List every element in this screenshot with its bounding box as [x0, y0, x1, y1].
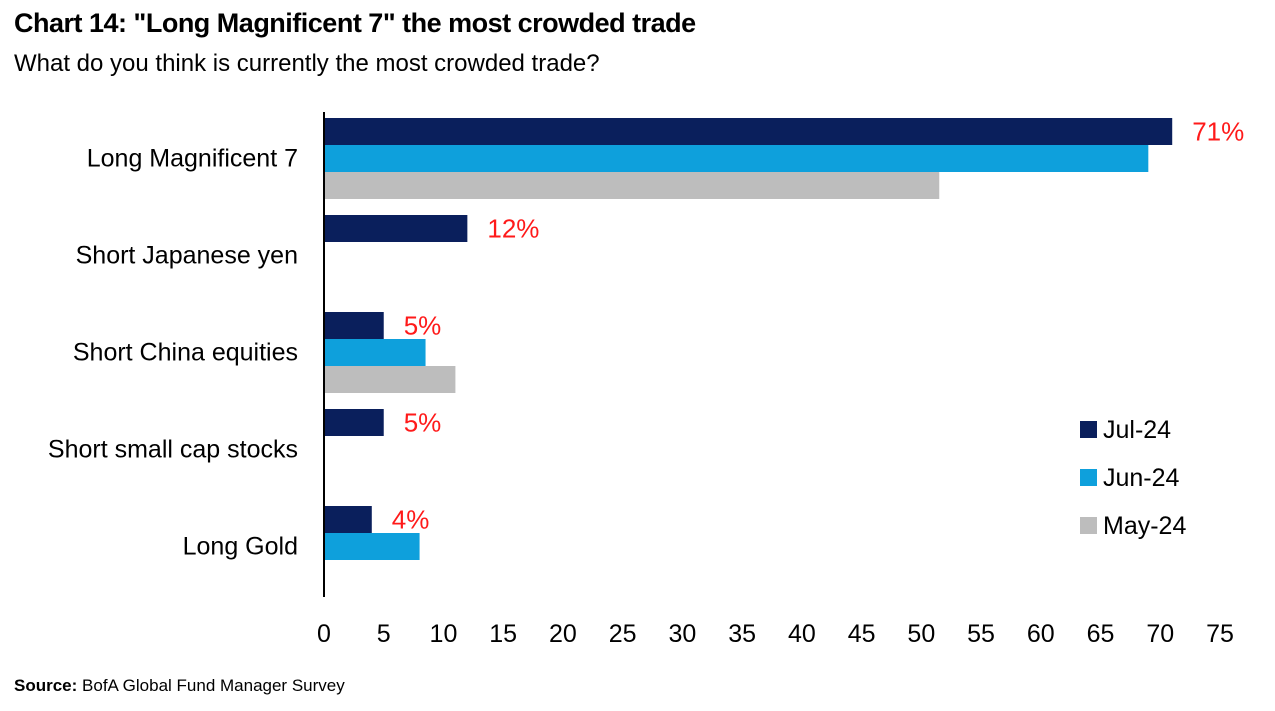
bar-long-gold-jun-24	[324, 533, 420, 560]
category-label-short-small-cap-stocks: Short small cap stocks	[48, 436, 298, 464]
x-tick-label-55: 55	[967, 620, 995, 648]
bar-short-china-equities-jun-24	[324, 339, 426, 366]
category-label-long-magnificent-7: Long Magnificent 7	[87, 145, 298, 173]
legend-swatch-jun-24	[1080, 469, 1097, 486]
legend-swatch-may-24	[1080, 517, 1097, 534]
x-tick-label-60: 60	[1027, 620, 1055, 648]
bar-long-magnificent-7-jul-24	[324, 118, 1173, 145]
legend-label-jul-24: Jul-24	[1103, 416, 1171, 444]
x-tick-label-15: 15	[489, 620, 517, 648]
x-tick-label-30: 30	[668, 620, 696, 648]
category-label-short-japanese-yen: Short Japanese yen	[76, 242, 298, 270]
data-label-short-japanese-yen: 12%	[487, 214, 539, 244]
x-tick-label-70: 70	[1146, 620, 1174, 648]
x-tick-label-65: 65	[1087, 620, 1115, 648]
bar-short-china-equities-may-24	[324, 366, 456, 393]
legend-label-may-24: May-24	[1103, 512, 1186, 540]
legend-label-jun-24: Jun-24	[1103, 464, 1180, 492]
x-tick-label-75: 75	[1206, 620, 1234, 648]
bar-short-small-cap-stocks-jul-24	[324, 409, 384, 436]
x-tick-label-50: 50	[907, 620, 935, 648]
legend-swatch-jul-24	[1080, 421, 1097, 438]
x-tick-label-5: 5	[377, 620, 391, 648]
data-label-short-china-equities: 5%	[404, 311, 442, 341]
source-note: Source: BofA Global Fund Manager Survey	[14, 676, 345, 696]
data-label-short-small-cap-stocks: 5%	[404, 408, 442, 438]
bar-long-gold-jul-24	[324, 506, 372, 533]
data-label-long-gold: 4%	[392, 505, 430, 535]
category-label-long-gold: Long Gold	[183, 533, 298, 561]
data-label-long-magnificent-7: 71%	[1192, 117, 1244, 147]
chart-subtitle: What do you think is currently the most …	[14, 50, 600, 77]
bar-short-china-equities-jul-24	[324, 312, 384, 339]
bar-long-magnificent-7-jun-24	[324, 145, 1149, 172]
bar-short-japanese-yen-jul-24	[324, 215, 468, 242]
x-tick-label-20: 20	[549, 620, 577, 648]
x-tick-label-35: 35	[728, 620, 756, 648]
chart-title: Chart 14: "Long Magnificent 7" the most …	[14, 8, 696, 38]
source-text: BofA Global Fund Manager Survey	[77, 676, 345, 695]
x-tick-label-0: 0	[317, 620, 331, 648]
x-tick-label-25: 25	[609, 620, 637, 648]
x-tick-label-10: 10	[430, 620, 458, 648]
x-tick-label-45: 45	[848, 620, 876, 648]
category-label-short-china-equities: Short China equities	[73, 339, 298, 367]
source-label: Source:	[14, 676, 78, 695]
bar-long-magnificent-7-may-24	[324, 172, 940, 199]
x-tick-label-40: 40	[788, 620, 816, 648]
